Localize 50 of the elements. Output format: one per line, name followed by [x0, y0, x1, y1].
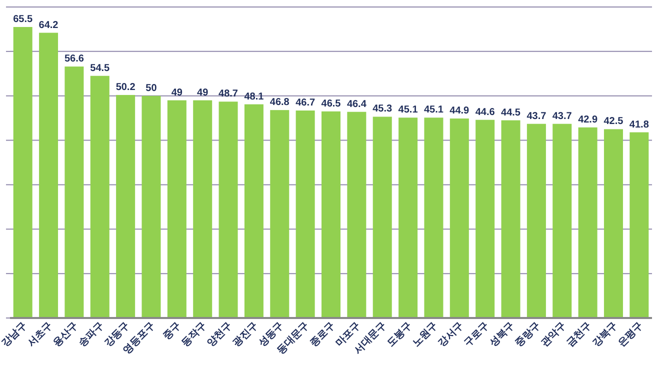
data-label: 50: [146, 82, 158, 94]
data-label: 42.5: [604, 116, 624, 128]
data-label: 41.8: [629, 119, 650, 130]
bar: [526, 124, 546, 318]
data-label: 48.1: [244, 91, 264, 102]
data-label: 56.6: [64, 54, 84, 65]
data-label: 42.9: [578, 114, 598, 126]
bar: [90, 76, 110, 318]
bar: [167, 100, 186, 318]
bar: [552, 124, 572, 318]
data-label: 44.5: [501, 107, 521, 118]
bar: [142, 96, 161, 318]
bar: [501, 120, 520, 318]
bar: [398, 118, 418, 318]
data-label: 45.3: [372, 104, 393, 115]
data-label: 44.9: [450, 106, 470, 117]
data-label: 43.7: [552, 110, 572, 122]
data-label: 43.7: [526, 110, 547, 122]
data-label: 45.1: [398, 104, 418, 116]
bar: [244, 104, 264, 318]
bar: [218, 102, 238, 318]
bar: [450, 118, 469, 318]
data-label: 46.8: [270, 97, 290, 108]
data-label: 49: [197, 87, 209, 98]
data-label: 46.4: [346, 98, 367, 110]
data-label: 65.5: [13, 14, 34, 25]
bar: [604, 129, 623, 318]
bar: [347, 112, 366, 318]
bar: [322, 111, 340, 318]
bar: [116, 94, 136, 318]
data-label: 50.2: [116, 82, 136, 93]
data-label: 44.6: [475, 106, 496, 118]
bar: [13, 26, 32, 318]
data-label: 48.7: [218, 88, 238, 100]
bar: [270, 110, 290, 318]
data-label: 49: [171, 87, 183, 98]
data-label: 64.2: [38, 20, 59, 31]
bar: [424, 118, 444, 318]
data-label: 54.5: [90, 62, 110, 74]
bar: [193, 100, 212, 318]
bar: [476, 120, 495, 318]
data-label: 46.7: [296, 98, 316, 109]
bar: [39, 32, 58, 318]
bar: [296, 110, 315, 318]
data-label: 45.1: [424, 104, 444, 116]
bar: [578, 127, 598, 318]
bar: [372, 116, 392, 318]
bar: [64, 66, 84, 318]
bar: [630, 132, 649, 318]
data-label: 46.5: [321, 98, 342, 110]
